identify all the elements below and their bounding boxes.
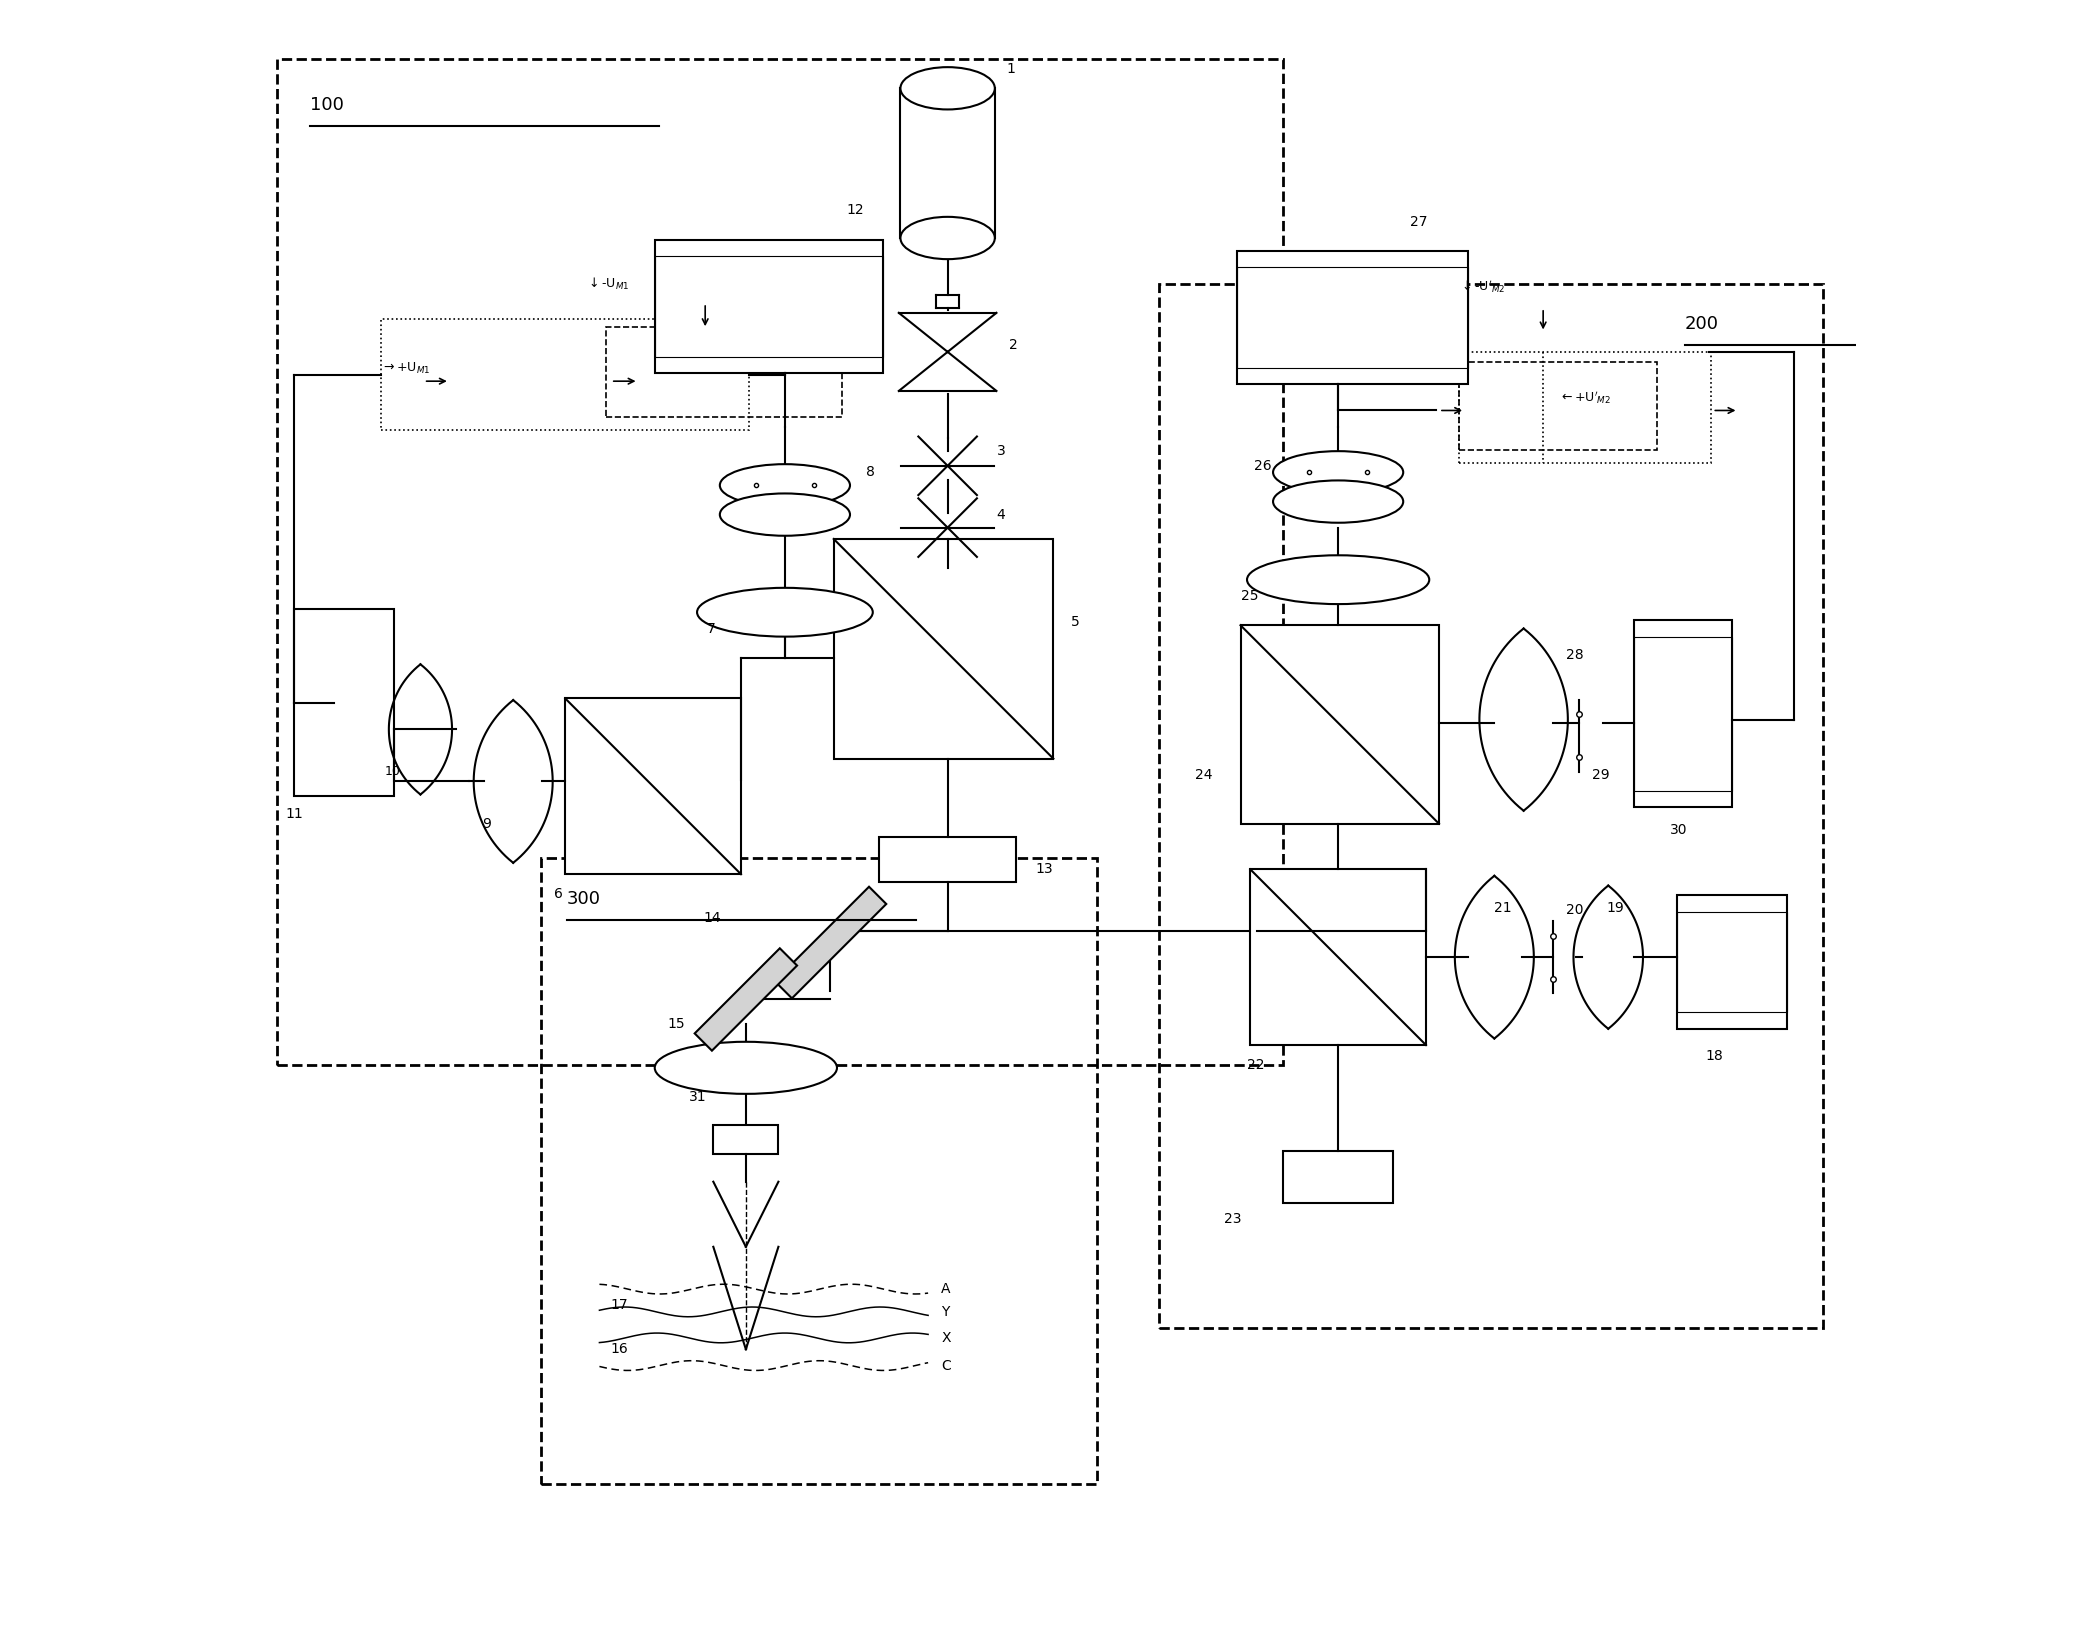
Text: 8: 8 xyxy=(867,466,875,479)
Text: 11: 11 xyxy=(286,807,302,820)
Bar xyxy=(694,948,796,1050)
Text: X: X xyxy=(942,1331,950,1346)
Bar xyxy=(1240,625,1440,824)
Bar xyxy=(1459,361,1657,450)
Text: 1: 1 xyxy=(1007,62,1015,75)
Text: 21: 21 xyxy=(1494,901,1513,916)
Bar xyxy=(654,256,882,356)
Text: 300: 300 xyxy=(567,889,600,907)
Bar xyxy=(294,609,394,796)
Text: 28: 28 xyxy=(1565,648,1584,661)
Bar xyxy=(1250,870,1425,1045)
Text: 26: 26 xyxy=(1252,459,1271,473)
Bar xyxy=(1676,912,1788,1012)
Bar xyxy=(1284,1150,1394,1203)
Text: 10: 10 xyxy=(386,765,400,778)
Bar xyxy=(900,89,994,238)
Text: 9: 9 xyxy=(481,817,492,830)
Ellipse shape xyxy=(719,464,850,507)
Bar xyxy=(1634,620,1732,807)
Text: 19: 19 xyxy=(1607,901,1623,916)
Text: 24: 24 xyxy=(1194,768,1213,783)
Ellipse shape xyxy=(1273,481,1403,523)
Text: Y: Y xyxy=(942,1305,950,1319)
Bar xyxy=(654,240,882,373)
Ellipse shape xyxy=(719,494,850,535)
Bar xyxy=(775,886,886,998)
Bar xyxy=(565,699,742,875)
Text: 25: 25 xyxy=(1240,589,1259,602)
Text: 3: 3 xyxy=(996,445,1004,458)
Text: 5: 5 xyxy=(1071,615,1080,629)
Bar xyxy=(1459,351,1711,463)
Ellipse shape xyxy=(900,67,994,110)
Text: 2: 2 xyxy=(1009,338,1019,353)
Text: 27: 27 xyxy=(1409,215,1428,228)
Text: A: A xyxy=(942,1282,950,1296)
Bar xyxy=(879,837,1017,883)
Text: 29: 29 xyxy=(1592,768,1609,783)
Text: 17: 17 xyxy=(611,1298,629,1313)
Bar xyxy=(713,1124,779,1154)
Bar xyxy=(834,538,1052,758)
Bar xyxy=(1634,637,1732,791)
Bar xyxy=(1676,896,1788,1029)
Ellipse shape xyxy=(654,1042,838,1095)
Text: C: C xyxy=(942,1359,950,1372)
Text: $\leftarrow$+U$^\prime$$_{M2}$: $\leftarrow$+U$^\prime$$_{M2}$ xyxy=(1559,389,1611,405)
Text: 23: 23 xyxy=(1223,1213,1242,1226)
Bar xyxy=(277,59,1284,1065)
Bar xyxy=(1238,267,1469,368)
Ellipse shape xyxy=(1273,451,1403,494)
Text: 20: 20 xyxy=(1565,903,1584,917)
Bar xyxy=(606,328,842,417)
Ellipse shape xyxy=(1246,555,1430,604)
Text: 30: 30 xyxy=(1669,824,1688,837)
Text: 16: 16 xyxy=(611,1342,629,1357)
Text: 15: 15 xyxy=(667,1017,686,1031)
Text: 6: 6 xyxy=(554,886,563,901)
Ellipse shape xyxy=(696,587,873,637)
Text: 200: 200 xyxy=(1684,315,1719,333)
Text: 100: 100 xyxy=(311,95,344,113)
Text: 12: 12 xyxy=(846,203,865,217)
Text: 13: 13 xyxy=(1036,862,1052,876)
Bar xyxy=(1238,251,1469,384)
Text: 18: 18 xyxy=(1707,1050,1723,1063)
Ellipse shape xyxy=(900,217,994,259)
Bar xyxy=(1159,284,1824,1328)
Text: 31: 31 xyxy=(690,1090,706,1104)
Bar xyxy=(381,320,748,430)
Text: $\rightarrow$+U$_{M1}$: $\rightarrow$+U$_{M1}$ xyxy=(381,361,431,376)
Text: 4: 4 xyxy=(996,507,1004,522)
Bar xyxy=(542,858,1098,1485)
Text: 22: 22 xyxy=(1246,1057,1265,1072)
Text: $\downarrow$-U$_{M1}$: $\downarrow$-U$_{M1}$ xyxy=(586,276,629,292)
Text: 7: 7 xyxy=(706,622,715,635)
Text: 14: 14 xyxy=(704,911,721,926)
Text: $\downarrow$-U$^\prime$$_{M2}$: $\downarrow$-U$^\prime$$_{M2}$ xyxy=(1459,279,1505,295)
